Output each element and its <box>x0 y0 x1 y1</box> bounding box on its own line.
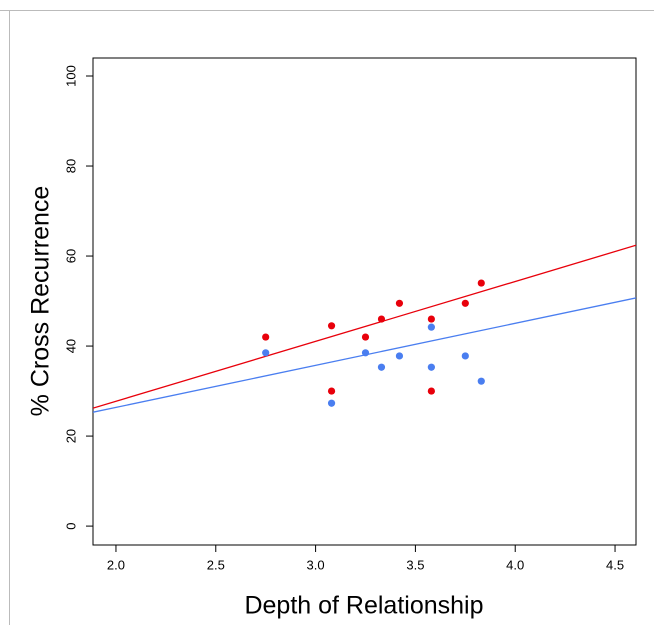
x-tick-label: 4.0 <box>506 557 524 572</box>
y-tick-label: 100 <box>63 65 78 87</box>
point <box>427 387 435 395</box>
point <box>477 279 485 287</box>
point <box>427 323 435 331</box>
y-tick-label: 20 <box>63 429 78 443</box>
point <box>477 377 485 385</box>
x-axis-title: Depth of Relationship <box>244 592 483 620</box>
plot-area <box>93 244 636 413</box>
point <box>461 299 469 307</box>
x-tick-label: 2.0 <box>107 557 125 572</box>
point <box>427 315 435 323</box>
point <box>377 363 386 371</box>
point <box>427 363 435 371</box>
fit-line <box>93 244 636 409</box>
plot-box <box>92 57 637 546</box>
point <box>262 349 270 357</box>
point <box>361 349 370 357</box>
y-axis-title: % Cross Recurrence <box>27 186 55 417</box>
point <box>327 399 336 407</box>
point <box>377 315 386 323</box>
point <box>461 352 469 360</box>
x-tick-label: 4.5 <box>606 557 624 572</box>
y-tick-label: 0 <box>63 522 78 529</box>
y-tick-label: 80 <box>63 159 78 173</box>
y-tick-label: 40 <box>63 339 78 353</box>
point <box>262 333 270 341</box>
point <box>395 352 404 360</box>
x-tick-label: 2.5 <box>207 557 225 572</box>
point <box>361 333 370 341</box>
y-tick-label: 60 <box>63 249 78 263</box>
x-tick-label: 3.0 <box>307 557 325 572</box>
point <box>395 299 404 307</box>
x-tick-label: 3.5 <box>406 557 424 572</box>
point <box>327 387 336 395</box>
point <box>327 322 336 330</box>
